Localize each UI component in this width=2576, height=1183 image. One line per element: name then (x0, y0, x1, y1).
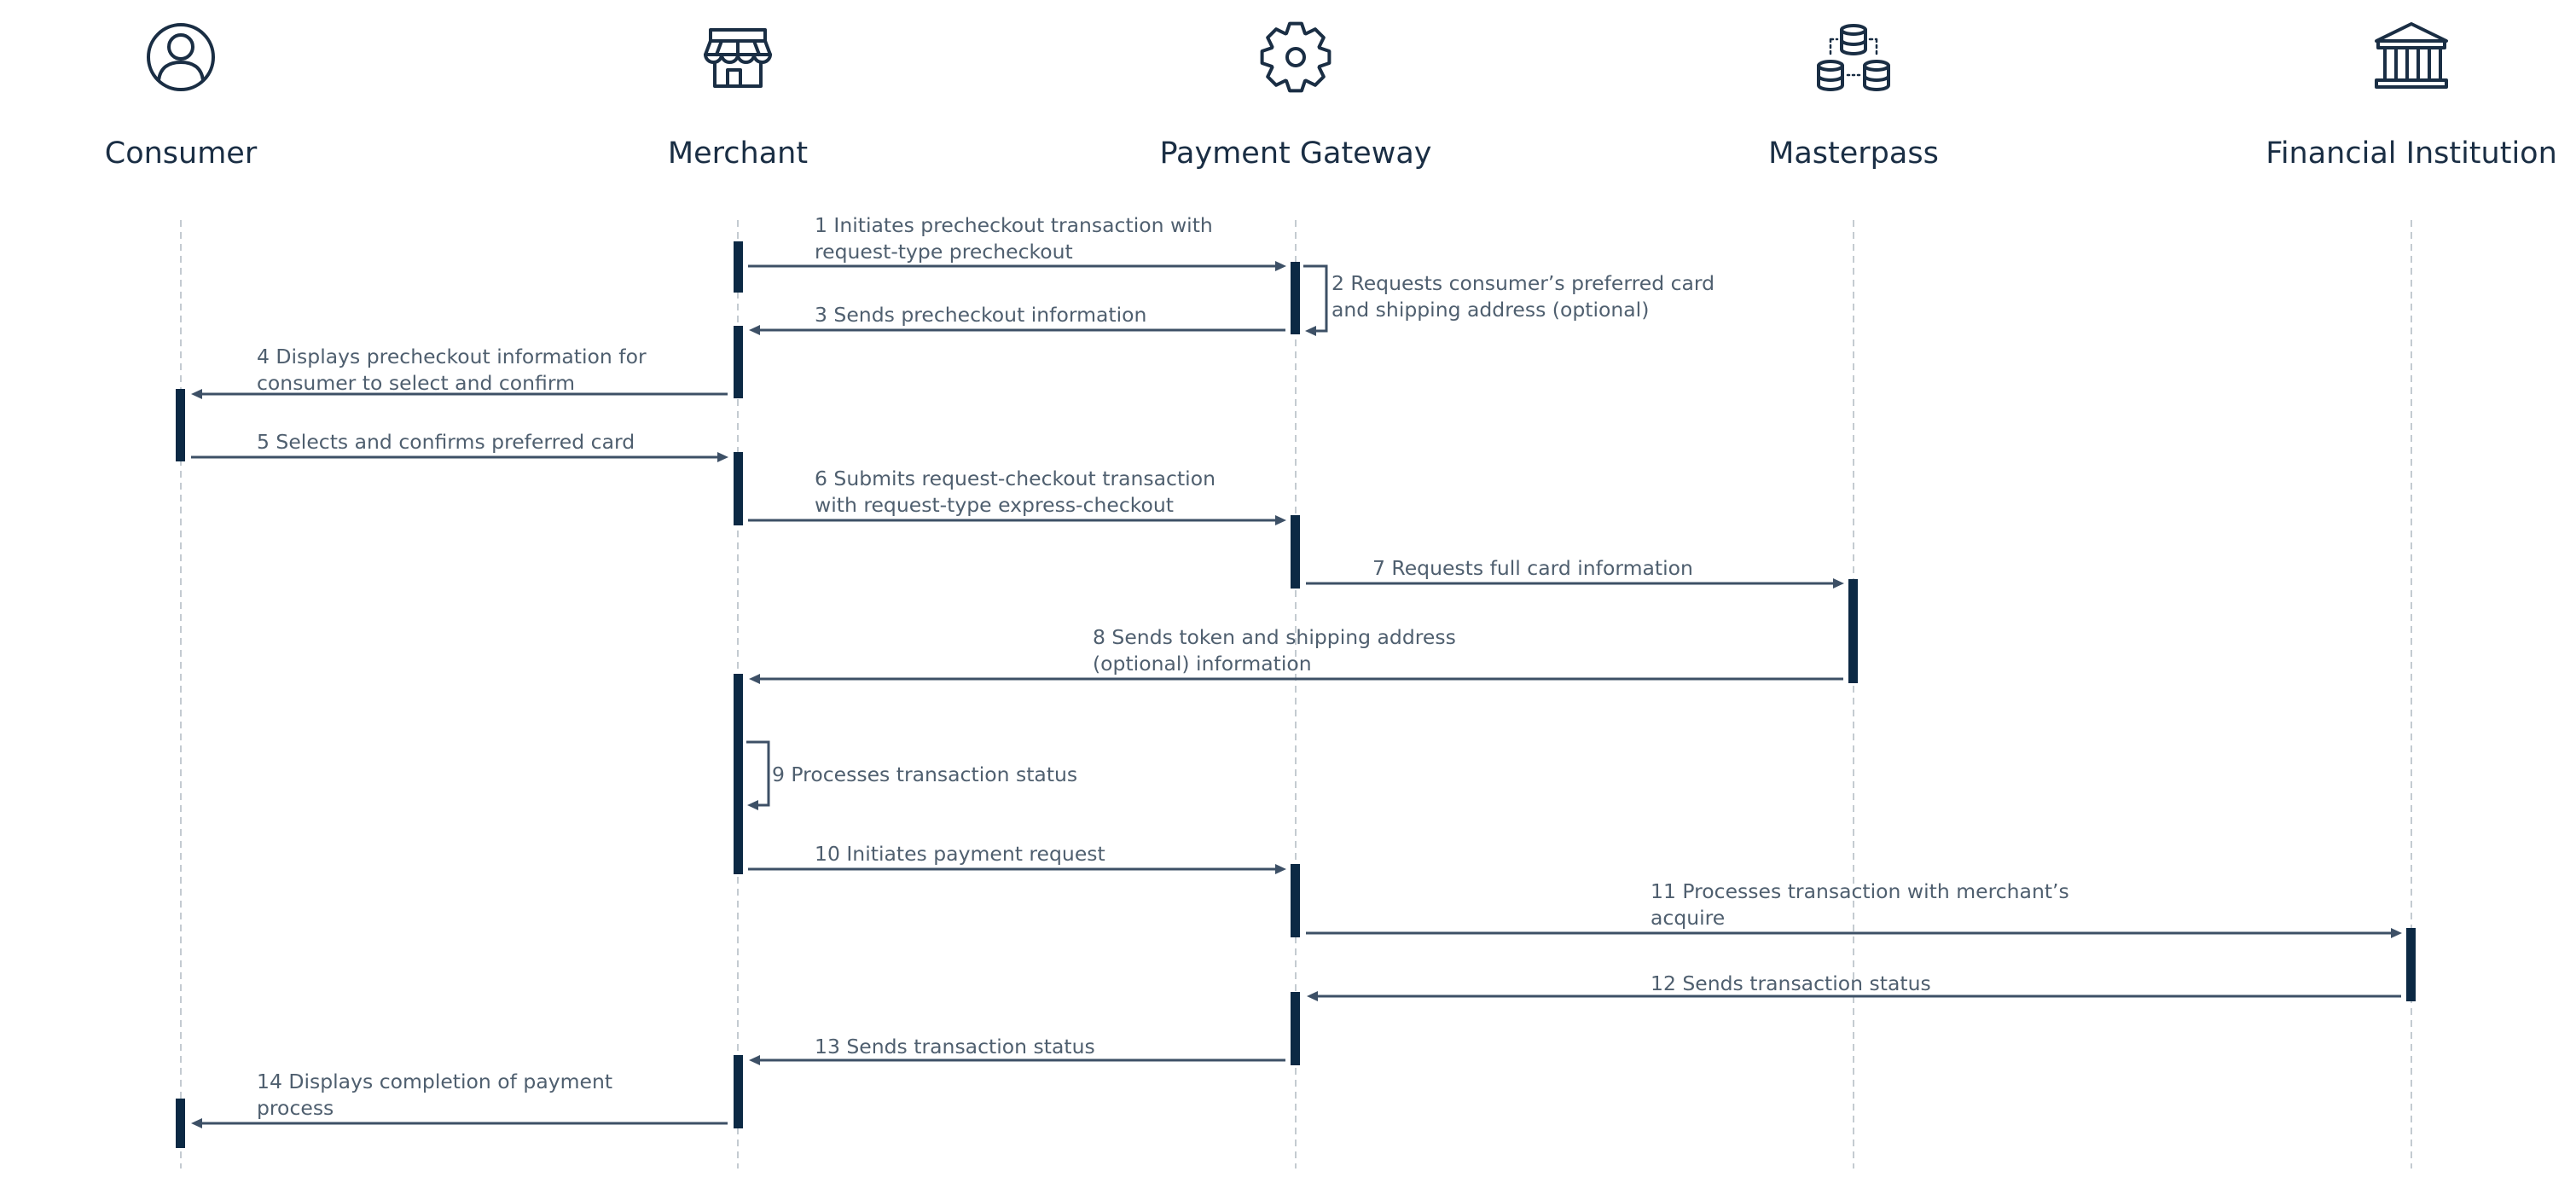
message-1: 1 Initiates precheckout transaction with… (748, 213, 1286, 271)
message-label: 4 Displays precheckout information for c… (257, 345, 653, 395)
activation-bar (1848, 579, 1858, 683)
message-label-line: 4 Displays precheckout information for (257, 345, 647, 368)
message-label-line: 2 Requests consumer’s preferred card (1332, 271, 1714, 295)
arrowhead (1307, 991, 1318, 1001)
self-message-bracket (1303, 264, 1328, 333)
message-3: 3 Sends precheckout information (749, 303, 1285, 335)
database-stack-icon (1817, 24, 1890, 91)
message-5: 5 Selects and confirms preferred card (191, 430, 728, 462)
self-message-bracket (746, 740, 770, 807)
message-label-line: and shipping address (optional) (1332, 298, 1649, 322)
message-label-line: 3 Sends precheckout information (815, 303, 1146, 327)
arrowhead (191, 389, 202, 399)
message-11: 11 Processes transaction with merchant’s… (1306, 879, 2402, 938)
activation-bar (1291, 864, 1300, 937)
message-label: 11 Processes transaction with merchant’s… (1651, 879, 2075, 930)
message-label-line: 13 Sends transaction status (815, 1035, 1095, 1058)
arrowhead (717, 452, 728, 462)
message-12: 12 Sends transaction status (1307, 971, 2401, 1001)
storefront-icon (704, 28, 772, 88)
message-label: 7 Requests full card information (1372, 556, 1693, 580)
message-label: 10 Initiates payment request (815, 842, 1105, 866)
arrowhead (2391, 928, 2402, 938)
message-label: 2 Requests consumer’s preferred card and… (1332, 271, 1721, 322)
arrowhead (191, 1118, 202, 1128)
actor-title-payment-gateway: Payment Gateway (1160, 136, 1432, 171)
bank-icon (2375, 22, 2448, 89)
activation-bar (734, 241, 743, 293)
message-label: 8 Sends token and shipping address (opti… (1093, 625, 1462, 676)
arrowhead (1305, 326, 1316, 336)
gear-icon (1260, 21, 1332, 93)
activation-bar (2406, 928, 2416, 1001)
message-9: 9 Processes transaction status (746, 740, 1077, 810)
activation-bar (176, 1099, 185, 1148)
message-label-line: 9 Processes transaction status (772, 763, 1077, 786)
activation-bar (1291, 992, 1300, 1065)
message-label-line: 12 Sends transaction status (1651, 971, 1931, 995)
message-label-line: acquire (1651, 906, 1725, 930)
activation-bar (734, 1055, 743, 1128)
message-6: 6 Submits request-checkout transaction w… (748, 467, 1286, 525)
message-label-line: with request-type express-checkout (815, 493, 1174, 517)
activation-bar (734, 326, 743, 398)
message-4: 4 Displays precheckout information for c… (191, 345, 728, 399)
message-label-line: 5 Selects and confirms preferred card (257, 430, 635, 454)
message-2: 2 Requests consumer’s preferred card and… (1303, 264, 1721, 336)
arrowhead (1275, 515, 1286, 525)
arrowhead (1833, 578, 1844, 589)
arrowhead (749, 325, 760, 335)
arrowhead (749, 674, 760, 684)
arrowhead (1275, 864, 1286, 874)
message-label: 13 Sends transaction status (815, 1035, 1095, 1058)
message-label: 14 Displays completion of payment proces… (257, 1070, 619, 1120)
actor-title-masterpass: Masterpass (1768, 136, 1939, 171)
message-label-line: 11 Processes transaction with merchant’s (1651, 879, 2069, 903)
activation-bars (176, 241, 2416, 1148)
actor-title-consumer: Consumer (105, 136, 258, 171)
message-label: 9 Processes transaction status (772, 763, 1077, 786)
message-label-line: 6 Submits request-checkout transaction (815, 467, 1215, 490)
activation-bar (176, 389, 185, 461)
arrowhead (749, 1055, 760, 1065)
actor-title-financial-institution: Financial Institution (2266, 136, 2557, 171)
arrowhead (1275, 261, 1286, 271)
message-10: 10 Initiates payment request (748, 842, 1286, 874)
message-label-line: 14 Displays completion of payment (257, 1070, 612, 1093)
activation-bar (734, 674, 743, 874)
message-8: 8 Sends token and shipping address (opti… (749, 625, 1843, 684)
message-label-line: 8 Sends token and shipping address (1093, 625, 1456, 649)
message-label-line: 10 Initiates payment request (815, 842, 1105, 866)
message-label-line: 7 Requests full card information (1372, 556, 1693, 580)
message-14: 14 Displays completion of payment proces… (191, 1070, 728, 1128)
activation-bar (1291, 515, 1300, 589)
message-label-line: request-type precheckout (815, 240, 1073, 264)
message-label: 1 Initiates precheckout transaction with… (815, 213, 1219, 264)
message-label: 12 Sends transaction status (1651, 971, 1931, 995)
message-label-line: process (257, 1096, 334, 1120)
message-label: 5 Selects and confirms preferred card (257, 430, 635, 454)
message-label: 6 Submits request-checkout transaction w… (815, 467, 1221, 517)
arrowhead (747, 800, 758, 810)
user-icon (147, 23, 215, 91)
activation-bar (734, 452, 743, 525)
actor-title-merchant: Merchant (668, 136, 808, 171)
activation-bar (1291, 262, 1300, 334)
message-label: 3 Sends precheckout information (815, 303, 1146, 327)
message-7: 7 Requests full card information (1306, 556, 1844, 589)
message-label-line: 1 Initiates precheckout transaction with (815, 213, 1213, 237)
message-label-line: consumer to select and confirm (257, 371, 575, 395)
message-13: 13 Sends transaction status (749, 1035, 1285, 1065)
message-label-line: (optional) information (1093, 652, 1312, 676)
